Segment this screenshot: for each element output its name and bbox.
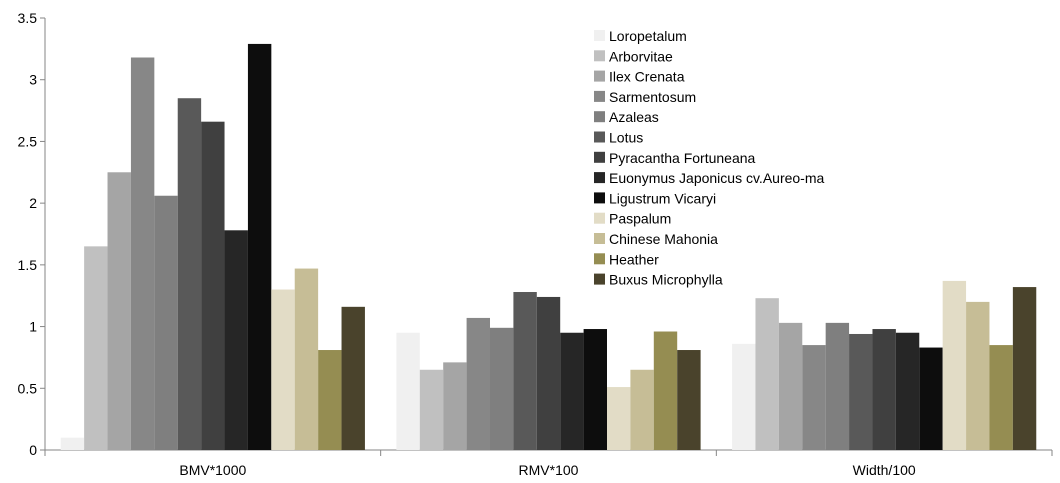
bar: [84, 246, 108, 450]
y-tick-label: 0: [29, 442, 37, 458]
bar: [443, 362, 467, 450]
legend-swatch: [594, 50, 605, 62]
bar: [318, 350, 342, 450]
legend-label: Pyracantha Fortuneana: [609, 150, 756, 166]
legend-label: Buxus Microphylla: [609, 272, 723, 288]
bar: [849, 333, 873, 450]
bar: [919, 347, 943, 450]
bar: [560, 332, 584, 450]
legend-swatch: [594, 273, 605, 285]
bar: [419, 369, 444, 450]
legend-swatch: [594, 90, 605, 102]
bar: [177, 98, 202, 450]
legend-label: Lotus: [609, 130, 643, 146]
y-tick-label: 3.5: [18, 10, 38, 26]
y-tick-label: 3: [29, 72, 37, 88]
legend-swatch: [594, 212, 605, 224]
legend-swatch: [594, 70, 605, 82]
y-axis: 0 0.5 1 1.5 2 2.5 3 3.5: [18, 10, 46, 458]
legend-label: Loropetalum: [609, 28, 687, 44]
y-tick-label: 1: [29, 319, 37, 335]
bar: [966, 301, 990, 450]
x-category-label: BMV*1000: [179, 462, 246, 478]
bar: [755, 298, 779, 450]
legend-label: Arborvitae: [609, 48, 673, 64]
bar: [536, 296, 561, 450]
bar: [466, 317, 490, 450]
legend-label: Chinese Mahonia: [609, 231, 718, 247]
x-axis: BMV*1000 RMV*100 Width/100: [44, 449, 1053, 478]
legend-swatch: [594, 233, 605, 244]
legend-label: Ilex Crenata: [609, 69, 685, 85]
y-tick-label: 2: [29, 195, 37, 211]
bar: [341, 306, 365, 450]
bar: [294, 268, 319, 450]
bar: [778, 322, 803, 450]
legend-swatch: [594, 172, 605, 184]
bar: [677, 350, 701, 450]
legend-label: Ligustrum Vicaryi: [609, 190, 716, 206]
bars: [60, 43, 1037, 451]
bar: [396, 332, 420, 450]
y-tick-label: 1.5: [18, 257, 38, 273]
bar: [825, 322, 850, 450]
bar: [607, 387, 631, 450]
legend-swatch: [594, 192, 605, 204]
bar: [872, 329, 896, 450]
x-category-label: RMV*100: [519, 462, 579, 478]
bar: [653, 331, 678, 450]
y-tick-label: 2.5: [18, 133, 38, 149]
bar: [895, 332, 920, 450]
bar: [224, 230, 248, 450]
bar: [989, 345, 1013, 450]
legend-swatch: [594, 131, 605, 143]
bar: [942, 280, 967, 450]
legend: Loropetalum Arborvitae Ilex Crenata Sarment…: [594, 28, 824, 288]
bar: [130, 57, 155, 451]
bar: [513, 292, 537, 450]
legend-swatch: [594, 253, 605, 265]
bar: [490, 327, 514, 450]
legend-label: Sarmentosum: [609, 89, 696, 105]
legend-label: Euonymus Japonicus cv.Aureo-ma: [609, 170, 824, 186]
legend-label: Paspalum: [609, 211, 671, 227]
legend-label: Heather: [609, 251, 659, 267]
bar: [271, 289, 295, 450]
bar: [630, 369, 654, 450]
bar: [583, 329, 607, 450]
legend-swatch: [594, 30, 605, 41]
legend-label: Azaleas: [609, 109, 659, 125]
bar: [732, 343, 756, 450]
bar: [60, 437, 85, 450]
bar: [154, 195, 178, 450]
bar: [1012, 287, 1037, 450]
bar: [107, 172, 131, 451]
legend-swatch: [594, 151, 605, 163]
legend-swatch: [594, 111, 605, 123]
x-category-label: Width/100: [853, 462, 916, 478]
bar: [802, 345, 826, 450]
bar: [247, 43, 272, 451]
bar: [201, 121, 225, 451]
y-tick-label: 0.5: [18, 380, 38, 396]
